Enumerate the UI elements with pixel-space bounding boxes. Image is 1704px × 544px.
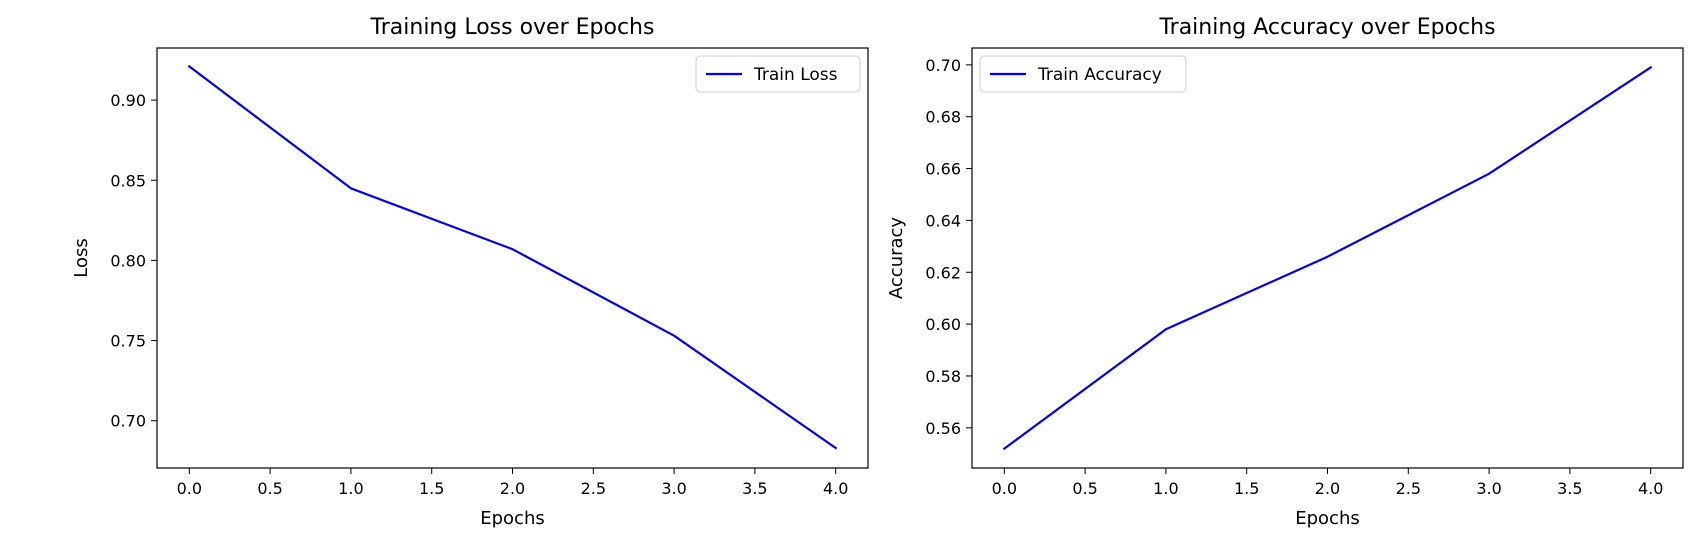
loss-x-tick-label: 0.5 [257, 479, 282, 498]
accuracy-x-tick-label: 0.0 [992, 479, 1017, 498]
accuracy-y-axis-label: Accuracy [886, 217, 907, 300]
accuracy-x-tick-label: 1.0 [1153, 479, 1178, 498]
accuracy-chart-title: Training Accuracy over Epochs [1158, 15, 1495, 40]
loss-chart: Training Loss over Epochs Epochs Loss 0.0 0.… [71, 15, 869, 529]
loss-legend-box [695, 55, 861, 93]
accuracy-plot-frame [971, 47, 1684, 469]
accuracy-x-tick-label: 3.5 [1557, 479, 1582, 498]
loss-y-tick-label: 0.70 [110, 412, 146, 431]
accuracy-x-axis-label: Epochs [1295, 508, 1360, 529]
accuracy-y-tick-label: 0.56 [925, 419, 961, 438]
accuracy-series-line [1002, 65, 1653, 451]
loss-x-tick-label: 4.0 [823, 479, 848, 498]
loss-plot-frame [156, 47, 869, 469]
accuracy-y-tick-label: 0.64 [925, 211, 961, 230]
loss-x-tick-label: 1.0 [338, 479, 363, 498]
loss-y-tick-label: 0.90 [110, 91, 146, 110]
accuracy-chart: Training Accuracy over Epochs Epochs Accur… [886, 15, 1684, 529]
loss-x-tick-label: 1.5 [419, 479, 444, 498]
loss-x-axis-label: Epochs [480, 508, 545, 529]
accuracy-legend: Train Accuracy [979, 55, 1187, 93]
accuracy-x-tick-label: 2.5 [1396, 479, 1421, 498]
accuracy-y-tick-label: 0.70 [925, 56, 961, 75]
loss-x-tick-label: 2.0 [500, 479, 525, 498]
loss-y-tick-label: 0.80 [110, 251, 146, 270]
accuracy-y-tick-label: 0.68 [925, 108, 961, 127]
loss-legend-label: Train Loss [753, 65, 838, 85]
accuracy-y-tick-label: 0.62 [925, 263, 961, 282]
loss-chart-title: Training Loss over Epochs [370, 15, 655, 40]
loss-x-tick-label: 2.5 [581, 479, 606, 498]
loss-x-tick-label: 3.0 [661, 479, 686, 498]
accuracy-x-tick-label: 2.0 [1315, 479, 1340, 498]
loss-x-tick-label: 0.0 [177, 479, 202, 498]
accuracy-y-tick-label: 0.66 [925, 160, 961, 179]
loss-legend: Train Loss [695, 55, 861, 93]
accuracy-y-tick-label: 0.60 [925, 315, 961, 334]
accuracy-legend-box [979, 55, 1187, 93]
loss-x-tick-label: 3.5 [742, 479, 767, 498]
loss-y-tick-label: 0.75 [110, 332, 146, 351]
accuracy-y-tick-label: 0.58 [925, 367, 961, 386]
accuracy-legend-label: Train Accuracy [1037, 65, 1162, 85]
loss-y-axis-label: Loss [71, 238, 92, 277]
loss-y-tick-label: 0.85 [110, 171, 146, 190]
accuracy-x-tick-label: 4.0 [1638, 479, 1663, 498]
accuracy-x-tick-label: 1.5 [1234, 479, 1259, 498]
accuracy-x-tick-label: 0.5 [1072, 479, 1097, 498]
loss-series-line [187, 64, 838, 450]
accuracy-x-tick-label: 3.0 [1476, 479, 1501, 498]
